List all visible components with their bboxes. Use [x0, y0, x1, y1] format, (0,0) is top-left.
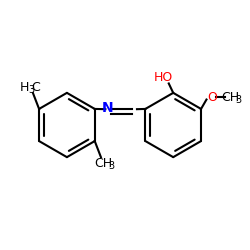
Text: 3: 3 [28, 86, 34, 96]
Text: CH: CH [94, 157, 112, 170]
Text: 3: 3 [108, 161, 114, 171]
Text: 3: 3 [236, 95, 242, 105]
Text: CH: CH [221, 90, 239, 104]
Text: O: O [207, 90, 217, 104]
Text: N: N [102, 102, 114, 116]
Text: C: C [32, 81, 40, 94]
Text: H: H [20, 81, 29, 94]
Text: HO: HO [154, 71, 174, 84]
